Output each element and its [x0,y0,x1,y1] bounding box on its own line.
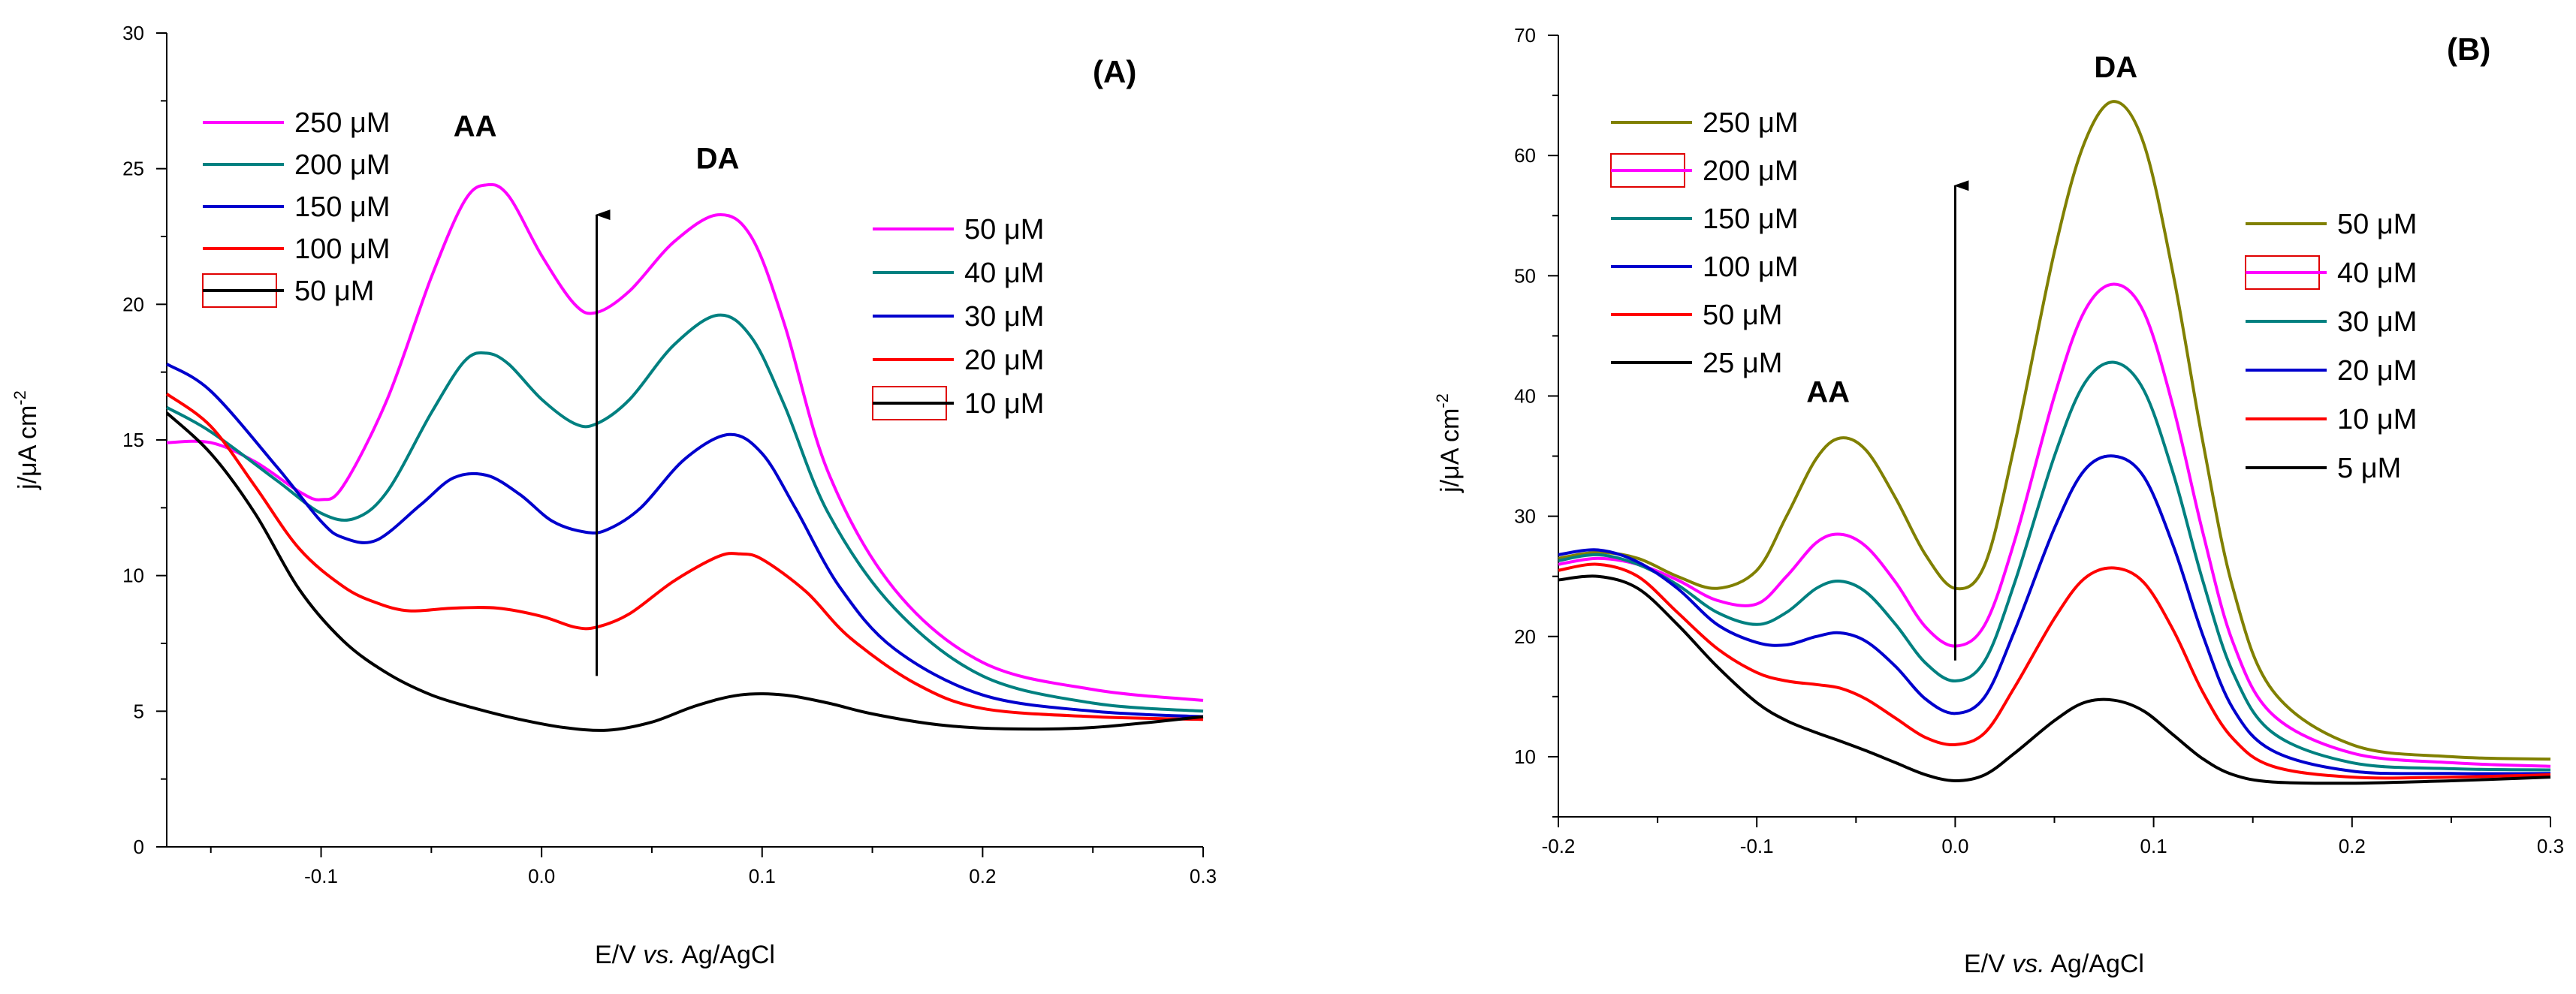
x-axis-label: E/V vs. Ag/AgCl [1964,950,2144,978]
y-tick-label: 10 [1514,746,1536,768]
y-axis-label: j/μA cm-2 [1433,393,1464,493]
series-line-3 [1558,360,2551,772]
y-tick-label: 70 [1514,24,1536,47]
legend-right-label: 5 μM [2337,453,2401,484]
legend-left-label: 150 μM [294,191,391,223]
legend-right-label: 10 μM [964,388,1044,420]
series-line-4 [165,392,1204,721]
legend-left-label: 50 μM [1703,300,1782,331]
legend-right-label: 40 μM [964,258,1044,289]
legend-right-label: 10 μM [2337,404,2417,435]
legend-left-label: 150 μM [1703,203,1799,235]
y-tick-label: 25 [122,158,144,180]
y-axis-label: j/μA cm-2 [11,390,42,490]
series-line-2 [1558,282,2551,768]
y-tick-label: 30 [1514,505,1536,528]
legend-left-label: 250 μM [294,107,391,139]
y-tick-label: 40 [1514,384,1536,407]
x-tick-label: 0.2 [2339,835,2366,857]
x-axis-label: E/V vs. Ag/AgCl [595,941,775,969]
legend-right-label: 50 μM [2337,209,2417,240]
x-tick-label: -0.2 [1542,835,1576,857]
y-tick-label: 30 [122,22,144,44]
legend-left-label: 200 μM [294,149,391,181]
legend-left-label: 100 μM [1703,252,1799,283]
y-tick-label: 50 [1514,264,1536,287]
series-line-1 [166,182,1204,702]
series-line-3 [165,363,1204,718]
y-tick-label: 20 [1514,625,1536,648]
x-tick-label: 0.3 [2537,835,2564,857]
chart-panel-b: -0.2 -0.1 0.0 0.1 0.2 0.3 10 20 30 40 50 60 70 E/V vs… [1433,24,2564,978]
chart-panel-a: -0.1 0.0 0.1 0.2 0.3 0 5 10 15 20 25 30 E/V vs. Ag/A… [11,22,1217,969]
x-tick-label: 0.3 [1190,865,1217,887]
y-tick-label: 10 [122,565,144,587]
x-tick-label: -0.1 [304,865,338,887]
x-tick-label: 0.1 [2140,835,2167,857]
legend-right-label: 30 μM [2337,306,2417,338]
annotation-aa: AA [1806,375,1850,408]
y-tick-label: 0 [134,836,144,858]
x-tick-label: 0.1 [749,865,776,887]
legend-left-label: 100 μM [294,233,391,265]
series-line-4 [1558,454,2551,776]
x-tick-label: 0.2 [969,865,996,887]
legend-left-label: 25 μM [1703,348,1782,379]
y-tick-label: 5 [134,700,144,722]
legend-right-label: 20 μM [2337,355,2417,387]
legend-left-label: 200 μM [1703,155,1799,187]
legend-right-label: 30 μM [964,301,1044,333]
annotation-aa: AA [454,110,497,143]
legend-right-label: 40 μM [2337,258,2417,289]
panel-label: (A) [1093,54,1136,89]
panel-label: (B) [2447,32,2490,67]
y-tick-label: 20 [122,293,144,315]
legend-right-label: 20 μM [964,345,1044,376]
series-line-5 [1558,562,2551,780]
series-line-6 [1558,574,2551,785]
series-line-1 [1558,100,2551,761]
legend-right-label: 50 μM [964,214,1044,245]
series-line-5 [165,411,1204,732]
annotation-da: DA [2094,51,2137,84]
legend-left-label: 50 μM [294,276,374,307]
x-tick-label: 0.0 [528,865,555,887]
x-tick-label: -0.1 [1740,835,1774,857]
series-line-2 [166,313,1204,713]
x-tick-label: 0.0 [1941,835,1968,857]
annotation-da: DA [696,143,740,176]
y-tick-label: 60 [1514,144,1536,167]
legend-left-label: 250 μM [1703,107,1799,139]
y-tick-label: 15 [122,429,144,451]
